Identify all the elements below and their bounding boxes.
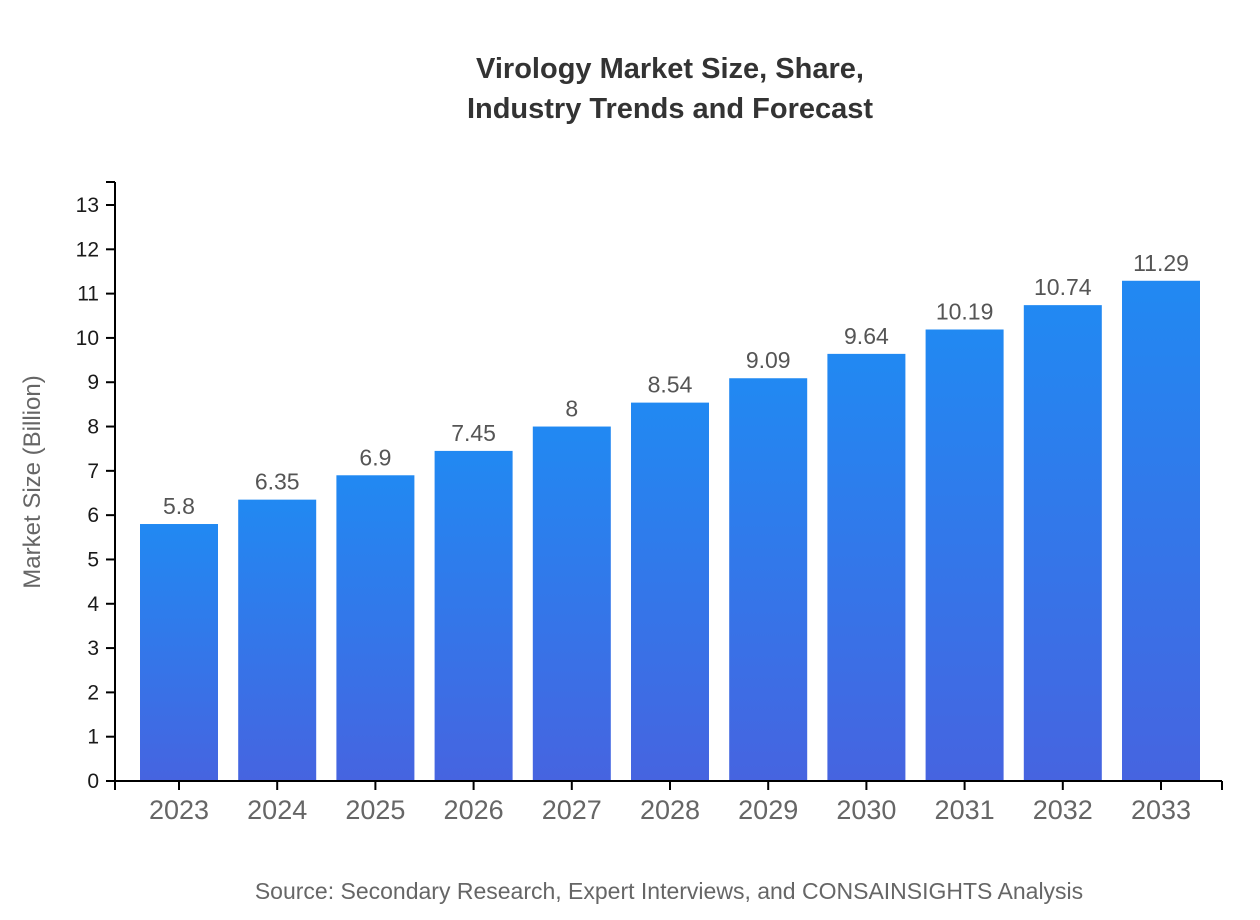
x-tick-label: 2033 [1131, 795, 1191, 825]
bar [631, 402, 709, 781]
bar-value-label: 6.35 [255, 469, 300, 495]
bar [532, 426, 611, 781]
x-tick-label: 2032 [1033, 795, 1093, 825]
x-tick-label: 2023 [149, 795, 209, 825]
bar-value-label: 8.54 [648, 372, 693, 398]
bar [238, 499, 317, 781]
y-tick-label: 0 [87, 770, 99, 793]
y-tick-label: 3 [87, 637, 99, 660]
y-tick-label: 13 [76, 194, 99, 217]
bar-value-label: 9.09 [746, 347, 791, 373]
bar [729, 378, 808, 781]
y-tick-label: 7 [87, 460, 99, 483]
y-tick-label: 9 [87, 371, 99, 394]
bar-value-label: 5.8 [163, 493, 195, 519]
bar-value-label: 9.64 [844, 323, 889, 349]
bar [336, 475, 415, 781]
bar-value-label: 11.29 [1133, 250, 1189, 276]
bar-value-label: 8 [565, 396, 578, 422]
y-tick-label: 4 [87, 593, 99, 616]
x-tick-label: 2028 [640, 795, 700, 825]
bar [140, 524, 218, 781]
bar [434, 450, 513, 781]
y-tick-label: 5 [87, 548, 99, 571]
bar [827, 353, 906, 781]
y-tick-label: 11 [77, 283, 99, 306]
source-note: Source: Secondary Research, Expert Inter… [254, 878, 1084, 904]
y-tick-label: 2 [87, 681, 99, 704]
chart-title-line1: Virology Market Size, Share, [476, 53, 864, 85]
y-tick-label: 1 [87, 726, 99, 749]
x-tick-label: 2031 [935, 795, 995, 825]
x-tick-label: 2030 [836, 795, 896, 825]
bar [925, 329, 1004, 781]
y-tick-label: 12 [76, 238, 99, 261]
x-tick-label: 2029 [738, 795, 798, 825]
chart-title-line2: Industry Trends and Forecast [466, 93, 874, 125]
y-tick-label: 10 [76, 327, 99, 350]
y-tick-label: 8 [87, 416, 99, 439]
y-tick-label: 6 [87, 504, 99, 527]
x-tick-label: 2027 [542, 795, 602, 825]
x-tick-label: 2024 [247, 795, 307, 825]
bar-value-label: 10.74 [1034, 274, 1092, 300]
chart-title: Virology Market Size, Share, Industry Tr… [467, 49, 873, 129]
bar [1023, 305, 1102, 781]
bar-value-label: 10.19 [936, 299, 994, 325]
x-tick-label: 2025 [345, 795, 405, 825]
bar-value-label: 6.9 [359, 444, 391, 470]
x-tick-label: 2026 [444, 795, 504, 825]
bar-value-label: 7.45 [451, 420, 496, 446]
bar [1122, 280, 1200, 781]
